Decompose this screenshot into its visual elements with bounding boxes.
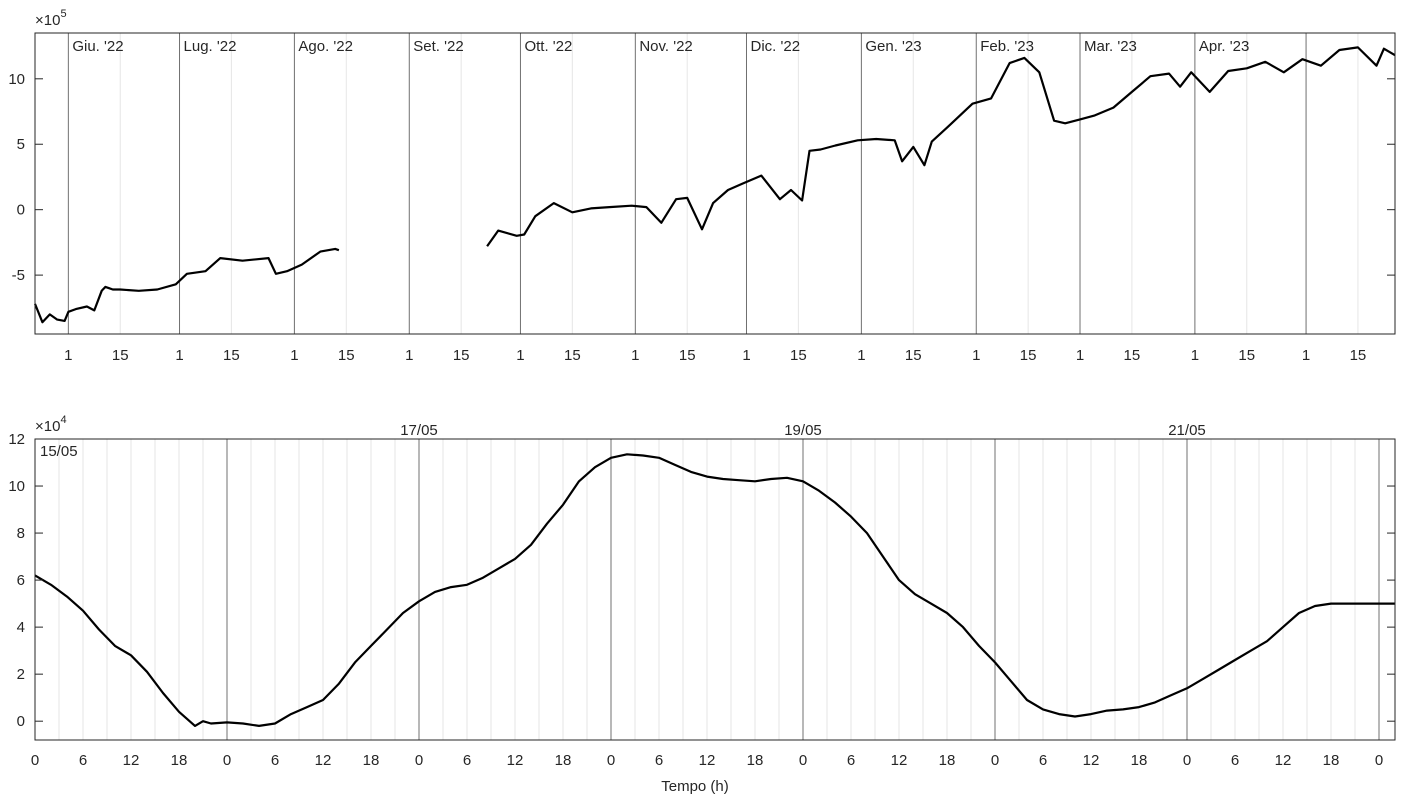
day-label: 19/05	[784, 422, 822, 439]
x-tick-label: 12	[699, 752, 716, 769]
x-tick-label: 15	[564, 347, 581, 364]
x-tick-label: 18	[363, 752, 380, 769]
x-tick-label: 18	[747, 752, 764, 769]
month-label: Dic. '22	[750, 38, 800, 55]
x-tick-label: 6	[271, 752, 279, 769]
y-tick-label: 0	[17, 202, 25, 219]
x-tick-label: 12	[1083, 752, 1100, 769]
top-multiplier: ×105	[35, 8, 67, 29]
x-tick-label: 1	[1191, 347, 1199, 364]
x-tick-label: 6	[1039, 752, 1047, 769]
top-axes-frame	[34, 32, 1396, 335]
top-x-ticks: 1 15 1 15 1 15 1 15 1 15 1 15 1 15 1 15 1 15 1 15 1 15 1 15	[64, 347, 1366, 364]
top-series-line	[33, 46, 1396, 324]
x-tick-label: 15	[905, 347, 922, 364]
x-tick-label: 1	[857, 347, 865, 364]
x-tick-label: 15	[679, 347, 696, 364]
bottom-x-ticks: 0 6 12 18 0 6 12 18 0 6 12 18 0 6 12 18 0 6 12 18 0 6 12 18 0 6 12…	[31, 752, 1383, 769]
day-label: 21/05	[1168, 422, 1206, 439]
day-label: 17/05	[400, 422, 438, 439]
x-tick-label: 1	[405, 347, 413, 364]
x-tick-label: 15	[1350, 347, 1367, 364]
month-label: Giu. '22	[72, 38, 123, 55]
x-tick-label: 15	[1020, 347, 1037, 364]
x-tick-label: 15	[112, 347, 129, 364]
x-tick-label: 0	[991, 752, 999, 769]
month-label: Set. '22	[413, 38, 463, 55]
top-y-ticks: -5 0 5 10	[8, 71, 1395, 284]
x-tick-label: 15	[338, 347, 355, 364]
x-tick-label: 1	[516, 347, 524, 364]
x-tick-label: 1	[1076, 347, 1084, 364]
y-tick-label: 10	[8, 71, 25, 88]
y-tick-label: 12	[8, 431, 25, 448]
y-tick-label: -5	[12, 267, 25, 284]
x-tick-label: 18	[171, 752, 188, 769]
bottom-multiplier: ×104	[35, 414, 67, 435]
month-label: Mar. '23	[1084, 38, 1137, 55]
x-tick-label: 1	[175, 347, 183, 364]
y-tick-label: 10	[8, 478, 25, 495]
x-tick-label: 6	[1231, 752, 1239, 769]
x-tick-label: 0	[31, 752, 39, 769]
bottom-axes-frame	[34, 438, 1396, 741]
x-tick-label: 15	[1238, 347, 1255, 364]
x-tick-label: 12	[891, 752, 908, 769]
x-tick-label: 15	[453, 347, 470, 364]
bottom-x-axis-label: Tempo (h)	[661, 778, 729, 795]
x-tick-label: 15	[223, 347, 240, 364]
x-tick-label: 1	[742, 347, 750, 364]
x-tick-label: 15	[790, 347, 807, 364]
y-tick-label: 2	[17, 666, 25, 683]
x-tick-label: 18	[1323, 752, 1340, 769]
x-tick-label: 12	[123, 752, 140, 769]
x-tick-label: 0	[1375, 752, 1383, 769]
y-tick-label: 4	[17, 619, 25, 636]
x-tick-label: 15	[1124, 347, 1141, 364]
x-tick-label: 1	[64, 347, 72, 364]
month-label: Gen. '23	[865, 38, 921, 55]
bottom-y-ticks: 0 2 4 6 8 10 12	[8, 431, 1395, 730]
month-label: Ott. '22	[524, 38, 572, 55]
month-label: Ago. '22	[298, 38, 353, 55]
x-tick-label: 0	[607, 752, 615, 769]
x-tick-label: 12	[1275, 752, 1292, 769]
x-tick-label: 1	[972, 347, 980, 364]
x-tick-label: 6	[79, 752, 87, 769]
top-chart: -5 0 5 10 1 15 1 15 1 15 1 15 1 15 1 15 1 15 1 15 1 15 1 15 1 15…	[8, 8, 1396, 364]
day-label: 15/05	[40, 443, 78, 460]
month-label: Feb. '23	[980, 38, 1034, 55]
y-tick-label: 6	[17, 572, 25, 589]
bottom-day-labels: 15/05 17/05 19/05 21/05	[40, 422, 1206, 460]
x-tick-label: 18	[939, 752, 956, 769]
x-tick-label: 1	[1302, 347, 1310, 364]
x-tick-label: 0	[799, 752, 807, 769]
x-tick-label: 0	[223, 752, 231, 769]
bottom-chart: 0 2 4 6 8 10 12 0 6 12 18 0 6 12 18 0 6 12 18 0 6 12 18 0 6 12 18…	[8, 414, 1396, 795]
top-grid	[67, 33, 1359, 334]
bottom-grid	[58, 439, 1380, 740]
x-tick-label: 1	[290, 347, 298, 364]
x-tick-label: 12	[315, 752, 332, 769]
x-tick-label: 6	[463, 752, 471, 769]
y-tick-label: 0	[17, 713, 25, 730]
x-tick-label: 6	[655, 752, 663, 769]
x-tick-label: 12	[507, 752, 524, 769]
x-tick-label: 0	[1183, 752, 1191, 769]
y-tick-label: 8	[17, 525, 25, 542]
y-tick-label: 5	[17, 136, 25, 153]
month-label: Apr. '23	[1199, 38, 1249, 55]
month-label: Nov. '22	[639, 38, 692, 55]
x-tick-label: 18	[1131, 752, 1148, 769]
x-tick-label: 0	[415, 752, 423, 769]
x-tick-label: 6	[847, 752, 855, 769]
x-tick-label: 18	[555, 752, 572, 769]
month-label: Lug. '22	[184, 38, 237, 55]
x-tick-label: 1	[631, 347, 639, 364]
top-month-labels: Giu. '22 Lug. '22 Ago. '22 Set. '22 Ott. '22…	[72, 38, 1249, 55]
bottom-series-line	[34, 453, 1395, 727]
